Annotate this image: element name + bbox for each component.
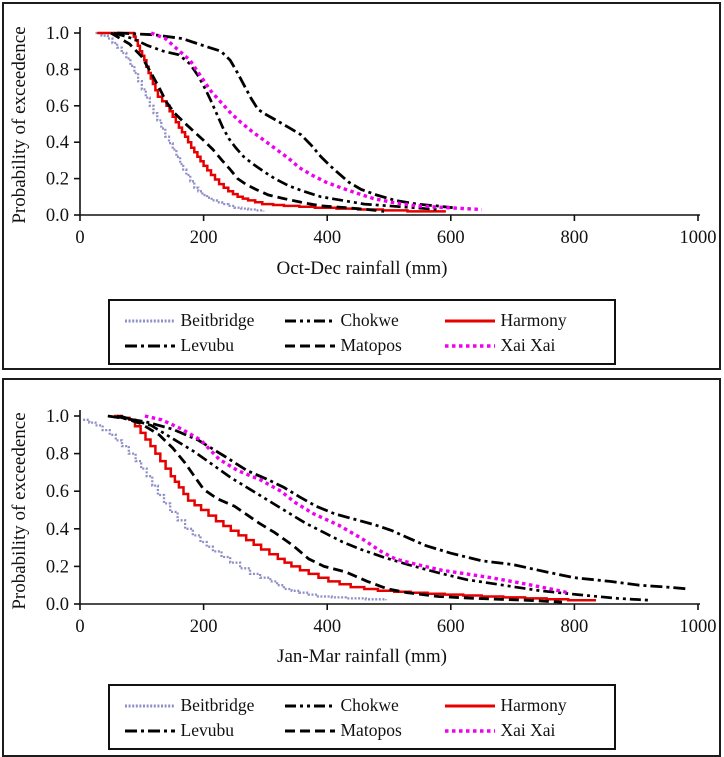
legend-label: Xai Xai: [500, 335, 556, 355]
y-tick-label: 1.0: [46, 24, 69, 44]
series-line-levubu: [117, 31, 453, 210]
legend-item-chokwe: Chokwe: [284, 310, 444, 331]
legend-sample-line: [444, 319, 495, 322]
chart-jan-mar: 0 200 400 600 800 1000 1.0 0.8 0.6 0.4 0.2 0.0: [46, 407, 717, 637]
y-axis-title: Probability of exceedence: [9, 412, 30, 610]
x-tick-label: 600: [437, 228, 465, 248]
y-tick-label: 0.0: [46, 595, 69, 615]
legend-item-levubu: Levubu: [124, 335, 284, 356]
figure-oct-dec: 0 200 400 600 800 1000 1.0 0.8 0.6 0.4 0.2 0.0 Prob…: [2, 2, 721, 370]
legend-item-xai-xai: Xai Xai: [444, 720, 556, 741]
x-tick-label: 1000: [680, 617, 717, 637]
x-axis-title: Jan-Mar rainfall (mm): [277, 646, 447, 667]
x-tick-label: 0: [75, 617, 84, 637]
y-tick-label: 0.2: [46, 557, 69, 577]
legend-item-matopos: Matopos: [284, 335, 444, 356]
y-tick-label: 0.8: [46, 445, 69, 465]
series-line-beitbridge: [83, 418, 388, 601]
series-line-xai-xai: [150, 31, 482, 212]
legend-item-chokwe: Chokwe: [284, 695, 444, 716]
series-line-chokwe: [119, 414, 649, 602]
x-axis-title: Oct-Dec rainfall (mm): [276, 258, 448, 279]
x-tick-label: 600: [437, 617, 465, 637]
legend-label: Harmony: [500, 310, 567, 330]
legend-label: Harmony: [500, 695, 567, 715]
legend-item-matopos: Matopos: [284, 720, 444, 741]
legend-label: Xai Xai: [500, 720, 556, 740]
legend-label: Beitbridge: [180, 695, 255, 715]
series-line-harmony: [97, 31, 446, 213]
x-tick-label: 0: [75, 228, 84, 248]
legend-row: Beitbridge Chokwe Harmony: [124, 693, 614, 718]
series-line-levubu: [107, 414, 689, 591]
legend-sample-line: [124, 704, 175, 707]
legend-row: Levubu Matopos Xai Xai: [124, 718, 614, 743]
x-tick-label: 800: [561, 617, 589, 637]
legend-label: Chokwe: [340, 310, 399, 330]
legend-sample-line: [444, 704, 495, 707]
x-tick-label: 400: [313, 617, 341, 637]
series-line-matopos: [110, 31, 385, 213]
legend-label: Beitbridge: [180, 310, 255, 330]
legend-label: Chokwe: [340, 695, 399, 715]
legend-item-harmony: Harmony: [444, 695, 567, 716]
x-tick-label: 200: [190, 617, 218, 637]
legend-sample-line: [124, 344, 175, 347]
legend-sample-line: [284, 319, 335, 322]
legend-sample-line: [284, 729, 335, 732]
legend-item-beitbridge: Beitbridge: [124, 695, 284, 716]
x-tick-label: 200: [190, 228, 218, 248]
y-tick-label: 0.8: [46, 60, 69, 80]
legend-item-harmony: Harmony: [444, 310, 567, 331]
legend-label: Matopos: [340, 720, 402, 740]
legend-label: Levubu: [180, 720, 234, 740]
y-tick-label: 0.6: [46, 97, 69, 117]
legend-item-beitbridge: Beitbridge: [124, 310, 284, 331]
legend-jan-mar: Beitbridge Chokwe Harmony Levubu Matopos Xai …: [107, 684, 616, 750]
x-tick-label: 800: [561, 228, 589, 248]
legend-row: Levubu Matopos Xai Xai: [124, 333, 614, 358]
legend-item-xai-xai: Xai Xai: [444, 335, 556, 356]
series-line-harmony: [114, 414, 596, 602]
y-axis-title: Probability of exceedence: [9, 26, 30, 224]
legend-label: Matopos: [340, 335, 402, 355]
series-line-chokwe: [113, 31, 438, 211]
y-tick-label: 0.0: [46, 206, 69, 226]
legend-item-levubu: Levubu: [124, 720, 284, 741]
chart-oct-dec: 0 200 400 600 800 1000 1.0 0.8 0.6 0.4 0.2 0.0: [46, 24, 717, 248]
legend-sample-line: [284, 704, 335, 707]
legend-sample-line: [444, 728, 495, 733]
y-tick-label: 0.4: [46, 520, 69, 540]
figure-jan-mar: 0 200 400 600 800 1000 1.0 0.8 0.6 0.4 0.2 0.0 Prob…: [2, 378, 721, 757]
legend-sample-line: [124, 319, 175, 322]
legend-sample-line: [444, 343, 495, 348]
y-tick-label: 0.2: [46, 170, 69, 190]
x-tick-label: 1000: [680, 228, 717, 248]
x-tick-label: 400: [313, 228, 341, 248]
legend-oct-dec: Beitbridge Chokwe Harmony Levubu Matopos Xai …: [107, 299, 616, 365]
y-tick-label: 0.4: [46, 133, 69, 153]
legend-row: Beitbridge Chokwe Harmony: [124, 308, 614, 333]
series-line-xai-xai: [144, 414, 569, 595]
legend-label: Levubu: [180, 335, 234, 355]
series-line-matopos: [116, 414, 563, 604]
y-tick-label: 0.6: [46, 482, 69, 502]
legend-sample-line: [124, 729, 175, 732]
y-tick-label: 1.0: [46, 407, 69, 427]
legend-sample-line: [284, 344, 335, 347]
